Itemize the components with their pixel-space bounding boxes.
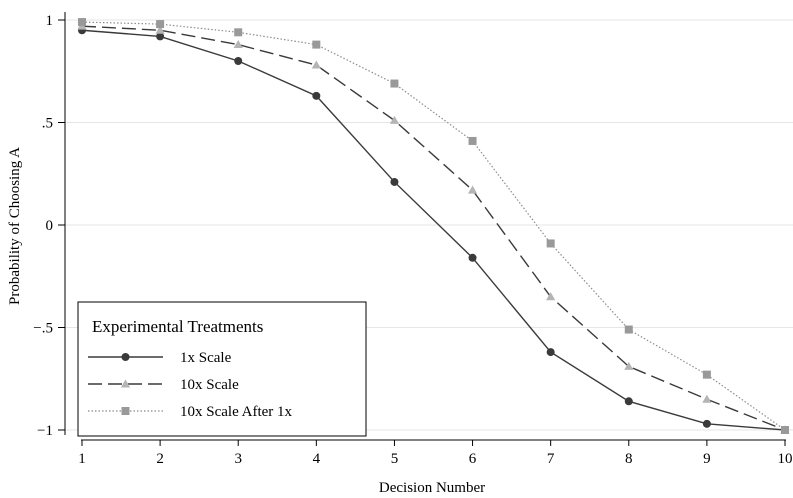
x-tick-label: 1: [78, 451, 86, 467]
y-tick-label: .5: [42, 116, 53, 132]
x-tick-label: 7: [547, 451, 555, 467]
legend-item: 1x Scale: [88, 350, 232, 366]
legend-item: 10x Scale: [88, 377, 239, 393]
axes: [64, 12, 786, 441]
data-point: [468, 136, 477, 145]
x-tick-label: 6: [469, 451, 477, 467]
series-line: [81, 25, 786, 431]
x-tick-label: 2: [156, 451, 164, 467]
legend-item: 10x Scale After 1x: [88, 404, 293, 420]
data-point: [312, 40, 321, 49]
y-axis-ticks: −1 −.5 0 .5 1: [33, 13, 65, 439]
data-point: [546, 292, 556, 301]
data-point: [78, 18, 86, 27]
data-point: [155, 25, 165, 34]
series-line: [81, 21, 786, 431]
data-point: [390, 79, 399, 88]
data-point: [702, 419, 711, 428]
series-line: [81, 29, 786, 431]
x-tick-label: 8: [625, 451, 633, 467]
y-axis-title: Probability of Choosing A: [7, 147, 23, 305]
x-axis-title: Decision Number: [379, 480, 485, 496]
data-point: [234, 28, 243, 37]
x-tick-label: 10: [778, 451, 793, 467]
y-tick-label: −.5: [33, 321, 53, 337]
y-tick-label: −1: [37, 423, 53, 439]
data-point: [390, 177, 399, 186]
x-tick-label: 4: [313, 451, 321, 467]
data-point: [120, 379, 131, 388]
legend-label: 10x Scale After 1x: [180, 404, 293, 420]
data-point: [546, 239, 555, 248]
series-3: [78, 18, 789, 434]
x-tick-label: 5: [391, 451, 399, 467]
data-point: [781, 426, 789, 434]
data-point: [233, 40, 243, 49]
legend: Experimental Treatments 1x Scale 10x Scal…: [77, 301, 367, 437]
data-point: [546, 348, 555, 357]
x-tick-label: 3: [234, 451, 242, 467]
data-point: [467, 185, 478, 194]
data-point: [389, 115, 400, 124]
data-point: [702, 370, 711, 379]
data-point: [702, 394, 712, 403]
y-tick-label: 1: [46, 13, 54, 29]
data-point: [234, 57, 243, 65]
data-point: [156, 32, 165, 41]
y-tick-label: 0: [46, 218, 54, 234]
data-point: [311, 60, 321, 69]
data-point: [624, 325, 633, 334]
series-lines: [77, 18, 790, 434]
data-point: [312, 91, 321, 100]
data-point: [121, 407, 130, 415]
data-point: [624, 361, 634, 370]
data-point: [121, 353, 130, 361]
data-point: [468, 253, 477, 262]
x-tick-label: 9: [703, 451, 711, 467]
legend-label: 1x Scale: [180, 350, 232, 366]
data-point: [156, 20, 165, 29]
x-axis-ticks: 1 2 3 4 5 6 7 8 9 10: [78, 440, 793, 467]
legend-label: 10x Scale: [180, 377, 239, 393]
legend-items: 1x Scale 10x Scale 10x Scale After 1x: [88, 350, 293, 420]
data-point: [624, 397, 633, 406]
legend-title: Experimental Treatments: [92, 317, 263, 336]
